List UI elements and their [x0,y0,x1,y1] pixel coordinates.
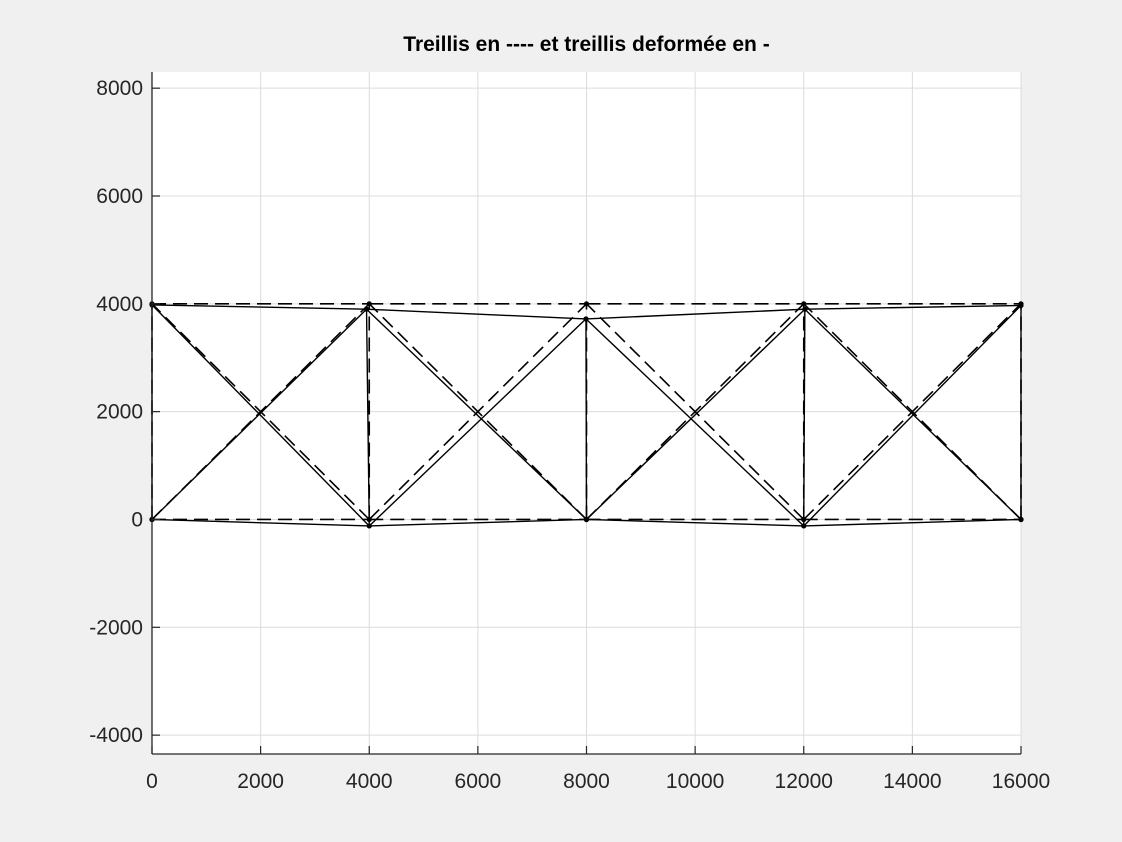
solid-truss-member [151,518,370,527]
dashed-truss-member [151,303,370,521]
solid-truss-member [366,308,587,520]
truss-node-marker [366,523,372,529]
solid-truss-member [369,518,587,527]
truss-node-marker [801,301,807,307]
solid-truss-member [585,318,588,520]
x-tick-label: 8000 [563,770,610,793]
y-axis-ticks: -4000 -2000 0 2000 4000 6000 8000 [89,77,160,747]
x-tick-label: 16000 [992,770,1050,793]
truss-node-marker [366,516,372,523]
x-tick-label: 0 [146,770,158,793]
dashed-truss-member [368,303,588,521]
x-tick-label: 14000 [883,770,941,793]
x-tick-label: 6000 [455,770,502,793]
solid-truss-member [151,304,367,310]
truss-node-marker [802,306,808,312]
x-axis-ticks: 0 2000 4000 6000 8000 10000 12000 14000 16000 [146,746,1050,793]
solid-truss-member [368,318,587,527]
x-tick-label: 10000 [666,770,724,793]
truss-node-marker [583,316,589,322]
truss-node-marker [363,306,370,312]
y-tick-label: -4000 [89,724,143,747]
solid-truss-member [585,308,805,320]
truss-node-marker [1018,516,1024,523]
y-tick-label: 0 [131,508,143,531]
truss-node-marker [583,301,590,307]
y-tick-label: 4000 [96,293,143,316]
solid-truss-member [804,308,1022,520]
solid-truss-member [366,308,586,320]
solid-truss-member [586,308,806,520]
y-tick-label: 8000 [96,77,143,100]
solid-truss-member [803,304,1022,527]
y-tick-label: -2000 [89,616,143,639]
y-tick-label: 2000 [96,401,143,424]
dashed-truss-member [585,303,805,521]
x-tick-label: 4000 [346,770,393,793]
truss-node-marker [801,523,807,529]
solid-truss-member [585,318,805,527]
solid-truss-member [804,304,1022,310]
truss-node-marker [1018,302,1024,309]
solid-truss-member [803,518,1022,527]
chart-title: Treillis en ---- et treillis deformée en… [403,33,769,56]
x-tick-label: 2000 [237,770,284,793]
truss-node-marker [801,516,807,523]
solid-truss-member [586,518,804,527]
solid-truss-member [803,309,806,526]
solid-truss-member [151,304,370,527]
truss-node-marker [583,516,590,523]
truss-node-marker [366,301,372,307]
x-tick-label: 12000 [775,770,833,793]
solid-truss-member [365,309,370,526]
y-tick-label: 6000 [96,185,143,208]
